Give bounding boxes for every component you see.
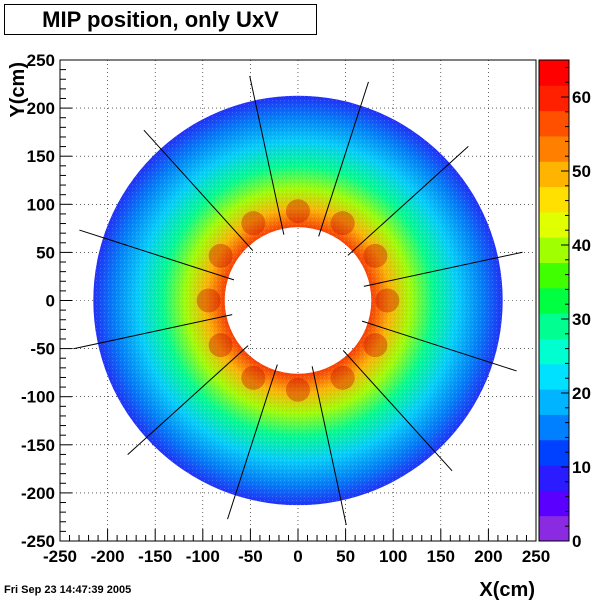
palette-swatch: [539, 186, 569, 213]
hot-spot: [208, 333, 233, 358]
palette-swatch: [539, 414, 569, 441]
palette-tick-label: 20: [572, 384, 591, 403]
palette-tick-label: 10: [572, 458, 591, 477]
palette-swatch: [539, 363, 569, 390]
palette-swatch: [539, 490, 569, 517]
x-tick-label: 200: [474, 547, 502, 566]
palette-frame: [538, 59, 570, 542]
y-tick-label: 0: [46, 292, 55, 311]
hot-spot: [196, 288, 221, 313]
x-tick-label: -250: [43, 547, 77, 566]
y-tick-label: 100: [27, 195, 55, 214]
sector-line: [79, 229, 235, 281]
sector-line: [143, 129, 254, 251]
hot-spot: [363, 243, 388, 268]
y-axis-label: Y(cm): [7, 62, 29, 118]
x-tick-label: -100: [186, 547, 220, 566]
color-palette: 0 10 20 30 40 50 60: [538, 59, 591, 551]
y-tick-label: 150: [27, 147, 55, 166]
axes: -250 -200 -150 -100 -50 0 50 100 150 200 250 250 200…: [21, 51, 550, 566]
y-tick-label: -150: [21, 436, 55, 455]
sector-line: [318, 81, 369, 237]
hot-spot: [363, 333, 388, 358]
palette-tick-label: 40: [572, 236, 591, 255]
palette-swatch: [539, 161, 569, 188]
sector-line: [249, 75, 285, 235]
sector-line: [227, 364, 278, 520]
x-tick-label: -200: [91, 547, 125, 566]
palette-swatch: [539, 211, 569, 238]
y-tick-label: -200: [21, 484, 55, 503]
hot-spot: [241, 211, 266, 236]
hot-spot: [241, 365, 266, 390]
palette-swatch: [539, 313, 569, 339]
palette-swatch: [539, 135, 569, 162]
palette-tick-label: 30: [572, 310, 591, 329]
hot-spot: [208, 243, 233, 268]
palette-swatch: [539, 338, 569, 365]
palette-tick-label: 0: [572, 532, 581, 551]
palette-swatch: [539, 262, 569, 289]
sector-line: [127, 345, 249, 455]
sector-line: [342, 350, 453, 472]
palette-swatch: [539, 85, 569, 112]
ring-texture: [93, 95, 503, 506]
sector-line: [311, 366, 347, 526]
sector-line: [73, 314, 233, 350]
y-tick-label: 50: [36, 243, 55, 262]
y-tick-label: -250: [21, 532, 55, 551]
x-tick-label: 0: [293, 547, 302, 566]
x-tick-label: 50: [336, 547, 355, 566]
chart-title: MIP position, only UxV: [4, 4, 317, 35]
sector-line: [347, 146, 469, 256]
palette-swatch: [539, 60, 569, 86]
palette-tick-label: 50: [572, 162, 591, 181]
palette-swatch: [539, 287, 569, 314]
x-tick-label: -150: [138, 547, 172, 566]
palette-tick-label: 60: [572, 88, 591, 107]
y-tick-label: -50: [30, 340, 55, 359]
timestamp: Fri Sep 23 14:47:39 2005: [4, 584, 132, 596]
y-tick-label: 200: [27, 99, 55, 118]
x-axis-label: X(cm): [479, 579, 535, 601]
y-tick-label: -100: [21, 388, 55, 407]
sector-lines: [73, 75, 523, 526]
x-tick-label: -50: [238, 547, 263, 566]
palette-swatch: [539, 515, 569, 542]
hot-spot: [330, 365, 355, 390]
palette-swatch: [539, 237, 569, 264]
palette-swatch: [539, 110, 569, 137]
hot-spot: [330, 211, 355, 236]
hot-spot: [375, 288, 400, 313]
y-tick-label: 250: [27, 51, 55, 70]
sector-line: [361, 320, 517, 372]
palette-swatch: [539, 439, 569, 466]
x-tick-label: 100: [379, 547, 407, 566]
hot-spot: [286, 377, 310, 402]
palette-swatch: [539, 465, 569, 491]
x-tick-label: 150: [427, 547, 455, 566]
x-tick-label: 250: [522, 547, 550, 566]
hot-spot: [286, 199, 310, 224]
heatmap-ring: [93, 95, 503, 506]
sector-line: [363, 251, 523, 287]
